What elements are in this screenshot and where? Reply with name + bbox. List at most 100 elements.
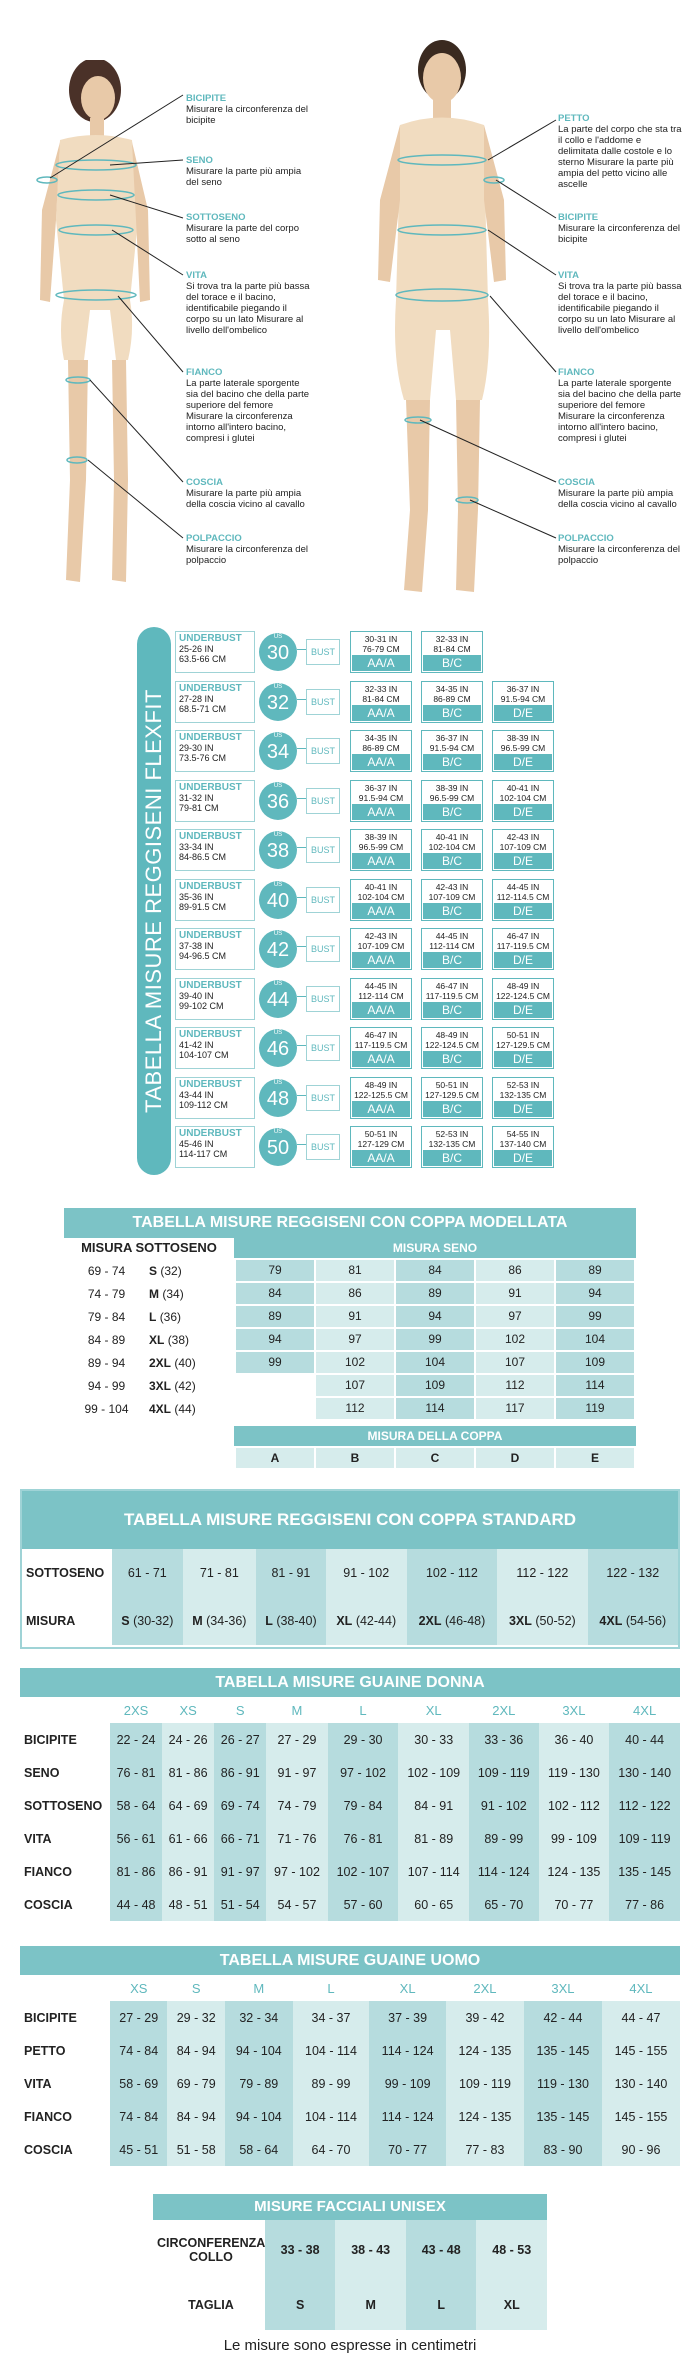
sottoseno-range: 84 - 89 <box>87 1333 126 1347</box>
cup-label: B/C <box>423 952 481 968</box>
value-cell: 89 - 99 <box>292 2067 370 2100</box>
bust-range: 40-41 IN 102-104 CM <box>422 830 482 854</box>
bust-range: 46-47 IN 117-119.5 CM <box>422 979 482 1003</box>
value-cell: 84 - 94 <box>167 2034 225 2067</box>
size-num: (32) <box>160 1264 182 1278</box>
flexfit-row: UNDERBUST 45-46 IN 114-117 CM US 50 BUST 50-51… <box>175 1124 563 1170</box>
bust-in: 36-37 IN <box>364 782 398 793</box>
blank-cell <box>20 1975 110 2001</box>
underbust-cm: 63.5-66 CM <box>179 654 227 664</box>
sottoseno-range: 74 - 79 <box>87 1287 126 1301</box>
us-label: US <box>273 683 283 690</box>
size-num: (36) <box>159 1310 182 1324</box>
seno-value: 86 <box>316 1283 394 1304</box>
bust-range: 54-55 IN 137-140 CM <box>493 1127 553 1151</box>
bust-range: 32-33 IN 81-84 CM <box>351 682 411 706</box>
size-cell: S (32) <box>149 1260 234 1282</box>
bust-cm: 117-119.5 CM <box>354 1040 408 1050</box>
bust-in: 50-51 IN <box>435 1079 469 1090</box>
value-cell: 130 - 140 <box>609 1756 680 1789</box>
bust-size-box: 38-39 IN 96.5-99 CM D/E <box>492 730 554 772</box>
size-circle: US 40 <box>259 880 297 919</box>
seno-value: 86 <box>476 1260 554 1281</box>
row-label: VITA <box>20 1822 110 1855</box>
underbust-box: UNDERBUST 31-32 IN 79-81 CM <box>175 779 255 822</box>
bust-range: 42-43 IN 107-109 CM <box>422 880 482 904</box>
table-row: SOTTOSENO 58 - 64 64 - 69 69 - 74 74 - 79 79 … <box>20 1789 680 1822</box>
value-cell: 94 - 104 <box>224 2034 293 2067</box>
value-cell: 24 - 26 <box>162 1723 215 1756</box>
bust-size-box: 32-33 IN 81-84 CM AA/A <box>350 680 412 723</box>
bust-in: 52-53 IN <box>506 1079 540 1090</box>
arrow <box>297 698 306 700</box>
seno-value: 119 <box>556 1398 634 1419</box>
seno-value: 102 <box>476 1329 554 1350</box>
underbust-in: 35-36 IN <box>179 891 214 902</box>
cup-label: B/C <box>423 803 481 820</box>
row-label: SENO <box>20 1756 110 1789</box>
underbust-title: UNDERBUST <box>179 1128 242 1139</box>
bust-in: 40-41 IN <box>435 832 469 842</box>
misura-num: (54-56) <box>625 1614 667 1628</box>
value-cell: 102 - 109 <box>398 1756 470 1789</box>
misura-num: (46-48) <box>444 1614 486 1628</box>
arrow <box>297 995 306 997</box>
seno-value: 97 <box>476 1306 554 1327</box>
sottoseno-range: 94 - 99 <box>87 1379 126 1393</box>
cup-header: MISURA DELLA COPPA <box>234 1426 636 1446</box>
size-circle: US 30 <box>259 633 297 671</box>
cup-label: AA/A <box>352 1001 410 1018</box>
callout-man-fianco: FIANCO La parte laterale sporgente sia de… <box>558 367 682 444</box>
cup-label: D/E <box>494 1150 552 1166</box>
value-cell: 83 - 90 <box>523 2133 602 2166</box>
cup-label: D/E <box>494 704 552 721</box>
underbust-in: 29-30 IN <box>179 743 214 753</box>
underbust-in: 39-40 IN <box>179 990 214 1001</box>
cup-label: B/C <box>423 1100 481 1117</box>
size-circle: US 38 <box>259 831 297 869</box>
bust-range: 36-37 IN 91.5-94 CM <box>422 731 482 755</box>
row-label: COSCIA <box>20 2133 110 2166</box>
underbust-in: 45-46 IN <box>179 1139 214 1149</box>
value-cell: 89 - 99 <box>469 1822 539 1855</box>
cup-label: B/C <box>423 1051 481 1067</box>
bust-size-box: 36-37 IN 91.5-94 CM B/C <box>421 730 483 772</box>
underbust-in: 27-28 IN <box>179 693 214 704</box>
seno-value: 91 <box>316 1306 394 1327</box>
value-cell: 81 - 89 <box>398 1822 470 1855</box>
bust-cm: 102-104 CM <box>428 842 476 852</box>
table-row: VITA 58 - 69 69 - 79 79 - 89 89 - 99 99 - 109… <box>20 2067 680 2100</box>
standard-title: TABELLA MISURE REGGISENI CON COPPA STAND… <box>22 1491 678 1549</box>
underbust-box: UNDERBUST 43-44 IN 109-112 CM <box>175 1076 255 1119</box>
row-label: MISURA <box>22 1597 112 1645</box>
size-circle: US 36 <box>259 781 297 820</box>
cup-label: AA/A <box>352 1150 410 1166</box>
value-cell: 70 - 77 <box>538 1888 610 1921</box>
flexfit-row: UNDERBUST 39-40 IN 99-102 CM US 44 BUST 44-45 … <box>175 976 563 1022</box>
size-header-row: XS S M L XL 2XL 3XL 4XL <box>20 1975 680 2001</box>
underbust-title: UNDERBUST <box>179 682 242 694</box>
callout-man-vita: VITA Si trova tra la parte più bassa del … <box>558 270 682 336</box>
flexfit-side-title: TABELLA MISURE REGGISENI FLEXFIT <box>137 627 171 1175</box>
bust-size-box: 40-41 IN 102-104 CM AA/A <box>350 878 412 921</box>
bust-cm: 122-124.5 CM <box>496 990 550 1001</box>
bust-in: 30-31 IN <box>364 634 398 644</box>
size-header: XL <box>369 1975 446 2001</box>
value-cell: 69 - 79 <box>167 2067 225 2100</box>
facciali-row-collo: CIRCONFERENZA COLLO 33 - 38 38 - 43 43 - 48… <box>153 2220 547 2280</box>
size-letter: 3XL <box>149 1379 172 1393</box>
bust-label: BUST <box>306 688 340 715</box>
cup-label: AA/A <box>352 803 410 820</box>
underbust-title: UNDERBUST <box>179 831 242 842</box>
bust-in: 54-55 IN <box>506 1129 540 1139</box>
bust-in: 44-45 IN <box>435 931 469 941</box>
bust-size-box: 44-45 IN 112-114.5 CM D/E <box>492 878 554 921</box>
bust-cm: 96.5-99 CM <box>429 792 475 803</box>
bust-in: 38-39 IN <box>364 832 398 842</box>
seno-value: 104 <box>556 1329 634 1350</box>
size-circle: US 44 <box>259 979 297 1018</box>
size-circle: US 42 <box>259 930 297 968</box>
sottoseno-range: 99 - 104 <box>84 1402 129 1416</box>
flexfit-table: TABELLA MISURE REGGISENI FLEXFIT UNDERBU… <box>137 627 565 1175</box>
bust-label: BUST <box>306 639 340 665</box>
